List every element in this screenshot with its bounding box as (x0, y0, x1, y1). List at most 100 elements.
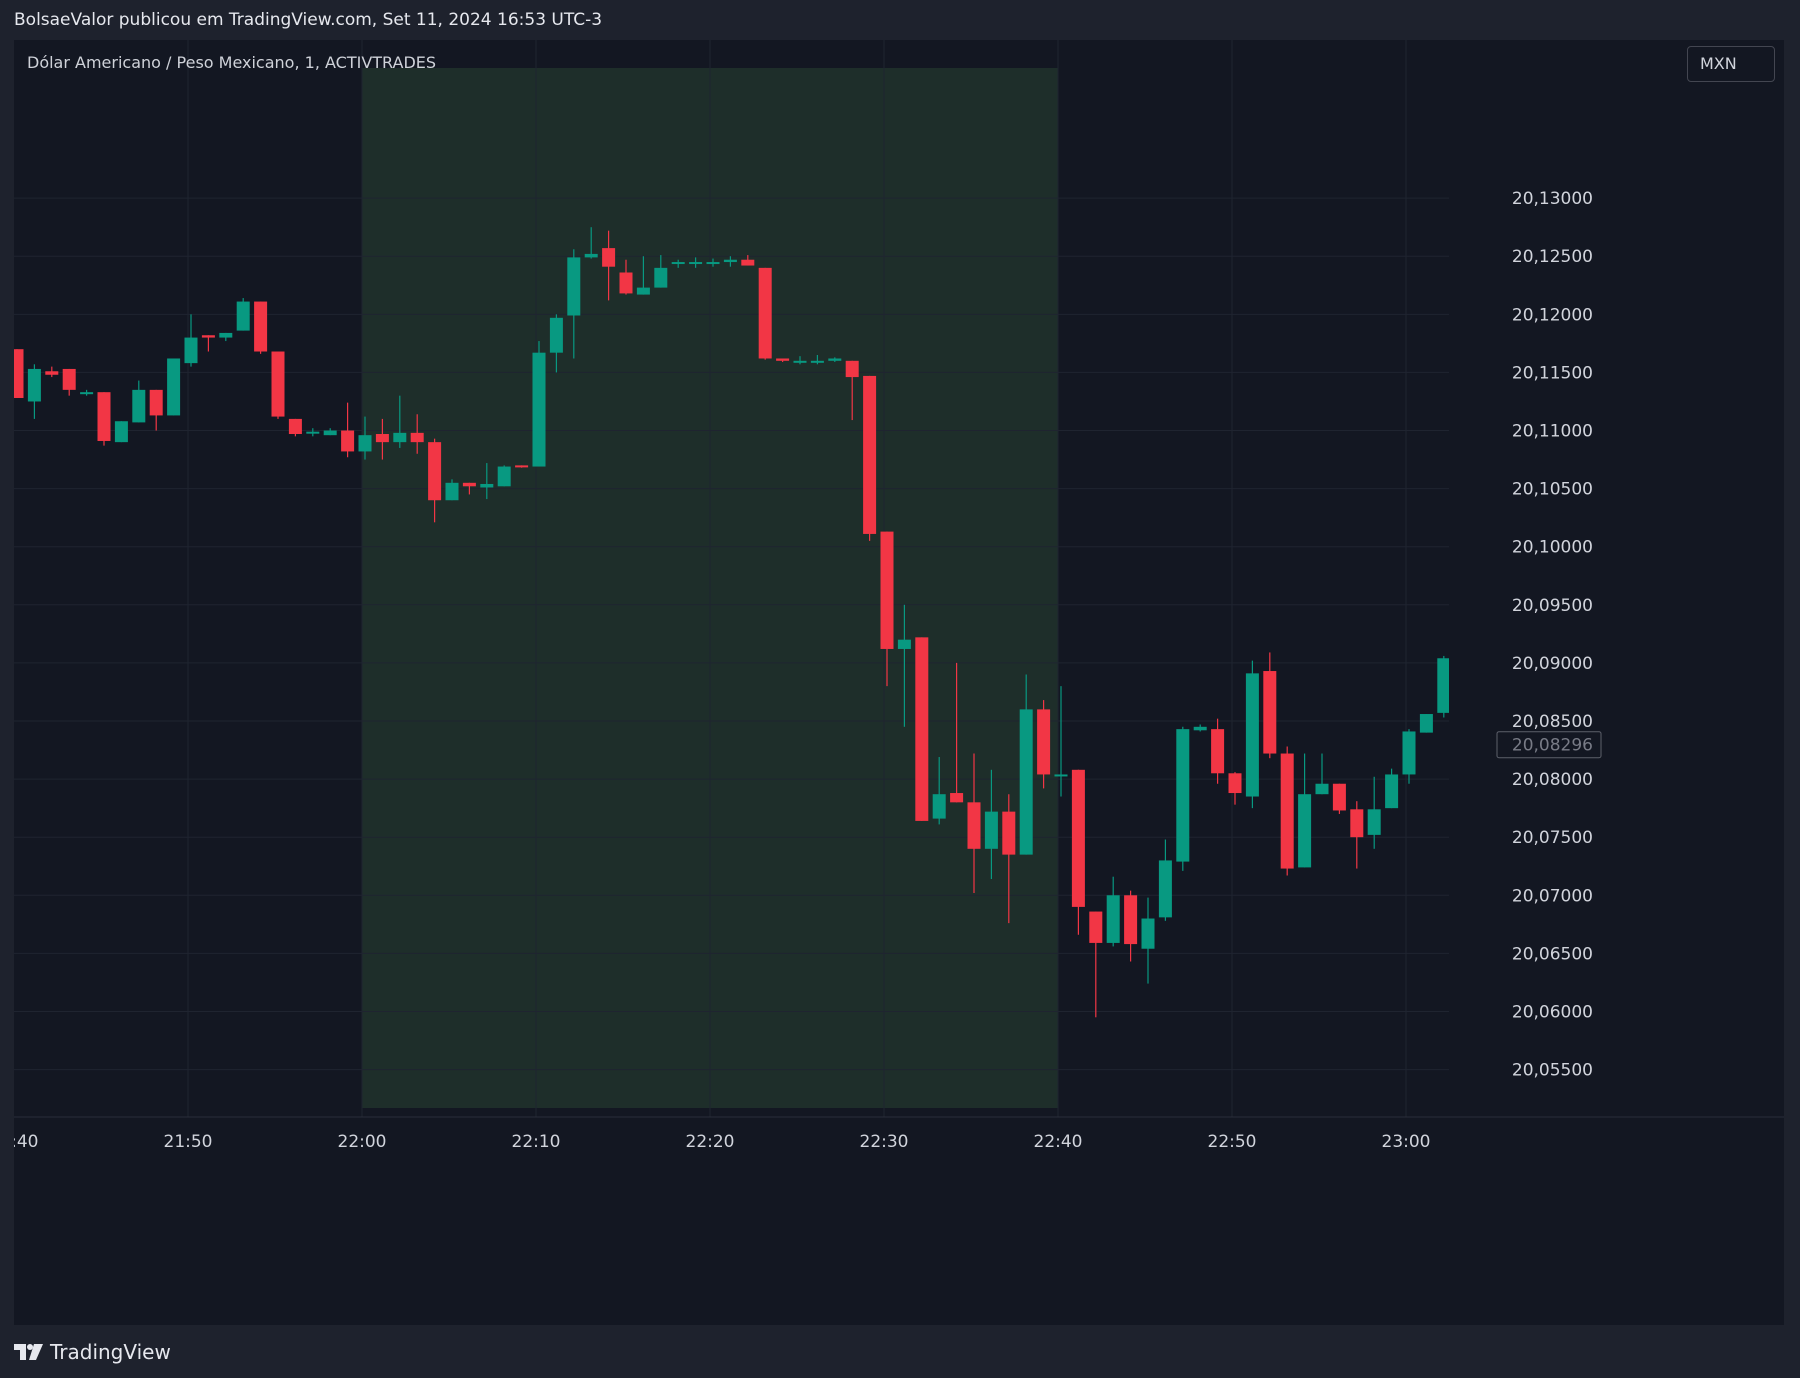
candle-body-down[interactable] (880, 531, 894, 649)
candle-body-down[interactable] (619, 272, 633, 294)
candle-body-down[interactable] (741, 259, 755, 266)
candle-body-down[interactable] (1071, 769, 1085, 907)
candle-body-down[interactable] (201, 335, 215, 338)
price-scale[interactable] (1449, 40, 1784, 1117)
candle-body-up[interactable] (532, 352, 546, 467)
candle-body-up[interactable] (236, 301, 250, 331)
candle-body-up[interactable] (897, 639, 911, 649)
candle-body-down[interactable] (1350, 809, 1364, 838)
candle-body-up[interactable] (1141, 918, 1155, 949)
candle-body-up[interactable] (984, 811, 998, 849)
candle-body-down[interactable] (602, 248, 616, 267)
candle-body-down[interactable] (950, 793, 964, 803)
price-tick-label: 20,12500 (1512, 247, 1593, 267)
candle-body-down[interactable] (14, 349, 24, 398)
candle-body-down[interactable] (149, 389, 163, 416)
candle-body-up[interactable] (636, 287, 650, 295)
candle-body-down[interactable] (915, 637, 929, 821)
candle-body-down[interactable] (1211, 729, 1225, 774)
candle-body-up[interactable] (445, 482, 459, 501)
candle-body-down[interactable] (776, 358, 790, 361)
candle-body-up[interactable] (1245, 673, 1259, 797)
candle-body-up[interactable] (219, 332, 233, 338)
candle-body-up[interactable] (689, 262, 703, 265)
candle-body-up[interactable] (1019, 709, 1033, 855)
candle-body-down[interactable] (845, 360, 859, 378)
candle-body-up[interactable] (1419, 714, 1433, 733)
candle-body-up[interactable] (1385, 774, 1399, 809)
candle-body-up[interactable] (80, 392, 94, 395)
candle-body-up[interactable] (27, 368, 41, 402)
price-tick-label: 20,08500 (1512, 712, 1593, 732)
candle-body-up[interactable] (1298, 794, 1312, 868)
candle-body-down[interactable] (1037, 709, 1051, 775)
candle-body-up[interactable] (1193, 726, 1207, 731)
candle-body-up[interactable] (184, 337, 198, 364)
candle-body-up[interactable] (497, 466, 511, 487)
chart-pane[interactable]: 20,13000 20,12500 20,12000 20,11500 20,11000… (14, 40, 1784, 1325)
candle-body-down[interactable] (1263, 671, 1277, 754)
candle-body-up[interactable] (671, 262, 685, 265)
candle-body-down[interactable] (428, 442, 442, 501)
candle-body-down[interactable] (515, 465, 529, 468)
candle-body-down[interactable] (271, 351, 285, 417)
candle-body-up[interactable] (1367, 809, 1381, 835)
candle-body-up[interactable] (828, 358, 842, 361)
candle-body-down[interactable] (375, 434, 389, 443)
price-tick-label: 20,12000 (1512, 305, 1593, 325)
candle-body-up[interactable] (358, 435, 372, 452)
price-tick-label: 20,11000 (1512, 422, 1593, 442)
currency-button[interactable]: MXN (1687, 46, 1775, 82)
candle-body-down[interactable] (1280, 753, 1294, 869)
candle-body-down[interactable] (1228, 773, 1242, 794)
candle-body-down[interactable] (45, 371, 59, 375)
candle-body-up[interactable] (132, 389, 146, 423)
candle-body-up[interactable] (706, 262, 720, 265)
price-tick-label: 20,07000 (1512, 886, 1593, 906)
candle-body-up[interactable] (1315, 783, 1329, 795)
candle-body-up[interactable] (584, 253, 598, 258)
candlestick-chart[interactable]: 20,13000 20,12500 20,12000 20,11500 20,11000… (14, 40, 1784, 1325)
candle-body-up[interactable] (306, 431, 320, 434)
candle-body-up[interactable] (723, 259, 737, 263)
candle-body-down[interactable] (62, 368, 76, 390)
candle-body-up[interactable] (323, 430, 337, 436)
price-tick-label: 20,06000 (1512, 1002, 1593, 1022)
time-tick-label: 22:10 (512, 1132, 561, 1152)
candle-body-up[interactable] (1402, 731, 1416, 775)
candle-body-down[interactable] (410, 432, 424, 443)
candle-body-up[interactable] (114, 421, 128, 443)
price-tick-label: 20,05500 (1512, 1061, 1593, 1081)
candle-body-up[interactable] (1176, 729, 1190, 862)
candle-body-up[interactable] (567, 257, 581, 316)
candle-body-down[interactable] (1002, 811, 1016, 855)
candle-body-up[interactable] (1437, 658, 1451, 713)
candle-body-up[interactable] (654, 267, 668, 288)
candle-body-down[interactable] (967, 802, 981, 849)
candle-body-up[interactable] (549, 317, 563, 353)
price-tick-label: 20,09500 (1512, 596, 1593, 616)
candle-body-down[interactable] (1124, 895, 1138, 945)
candle-body-down[interactable] (758, 267, 772, 359)
candle-body-down[interactable] (1332, 783, 1346, 811)
candle-body-down[interactable] (863, 375, 877, 534)
candle-body-down[interactable] (1089, 911, 1103, 943)
time-tick-label: 21:50 (164, 1132, 213, 1152)
candle-body-up[interactable] (480, 483, 494, 488)
candle-body-up[interactable] (1054, 774, 1068, 777)
candle-body-up[interactable] (932, 794, 946, 819)
candle-body-down[interactable] (462, 482, 476, 487)
candle-body-up[interactable] (1106, 895, 1120, 943)
candle-body-up[interactable] (167, 358, 181, 416)
candle-body-up[interactable] (393, 432, 407, 443)
candle-body-up[interactable] (810, 360, 824, 363)
candle-body-up[interactable] (1158, 860, 1172, 918)
candle-body-down[interactable] (341, 430, 355, 452)
candle-body-down[interactable] (97, 392, 111, 441)
candle-body-down[interactable] (288, 418, 302, 435)
price-tick-label: 20,08000 (1512, 770, 1593, 790)
brand-name: TradingView (50, 1340, 171, 1364)
candle-body-up[interactable] (793, 360, 807, 363)
tradingview-logo[interactable]: TradingView (14, 1339, 171, 1365)
candle-body-down[interactable] (254, 301, 268, 352)
